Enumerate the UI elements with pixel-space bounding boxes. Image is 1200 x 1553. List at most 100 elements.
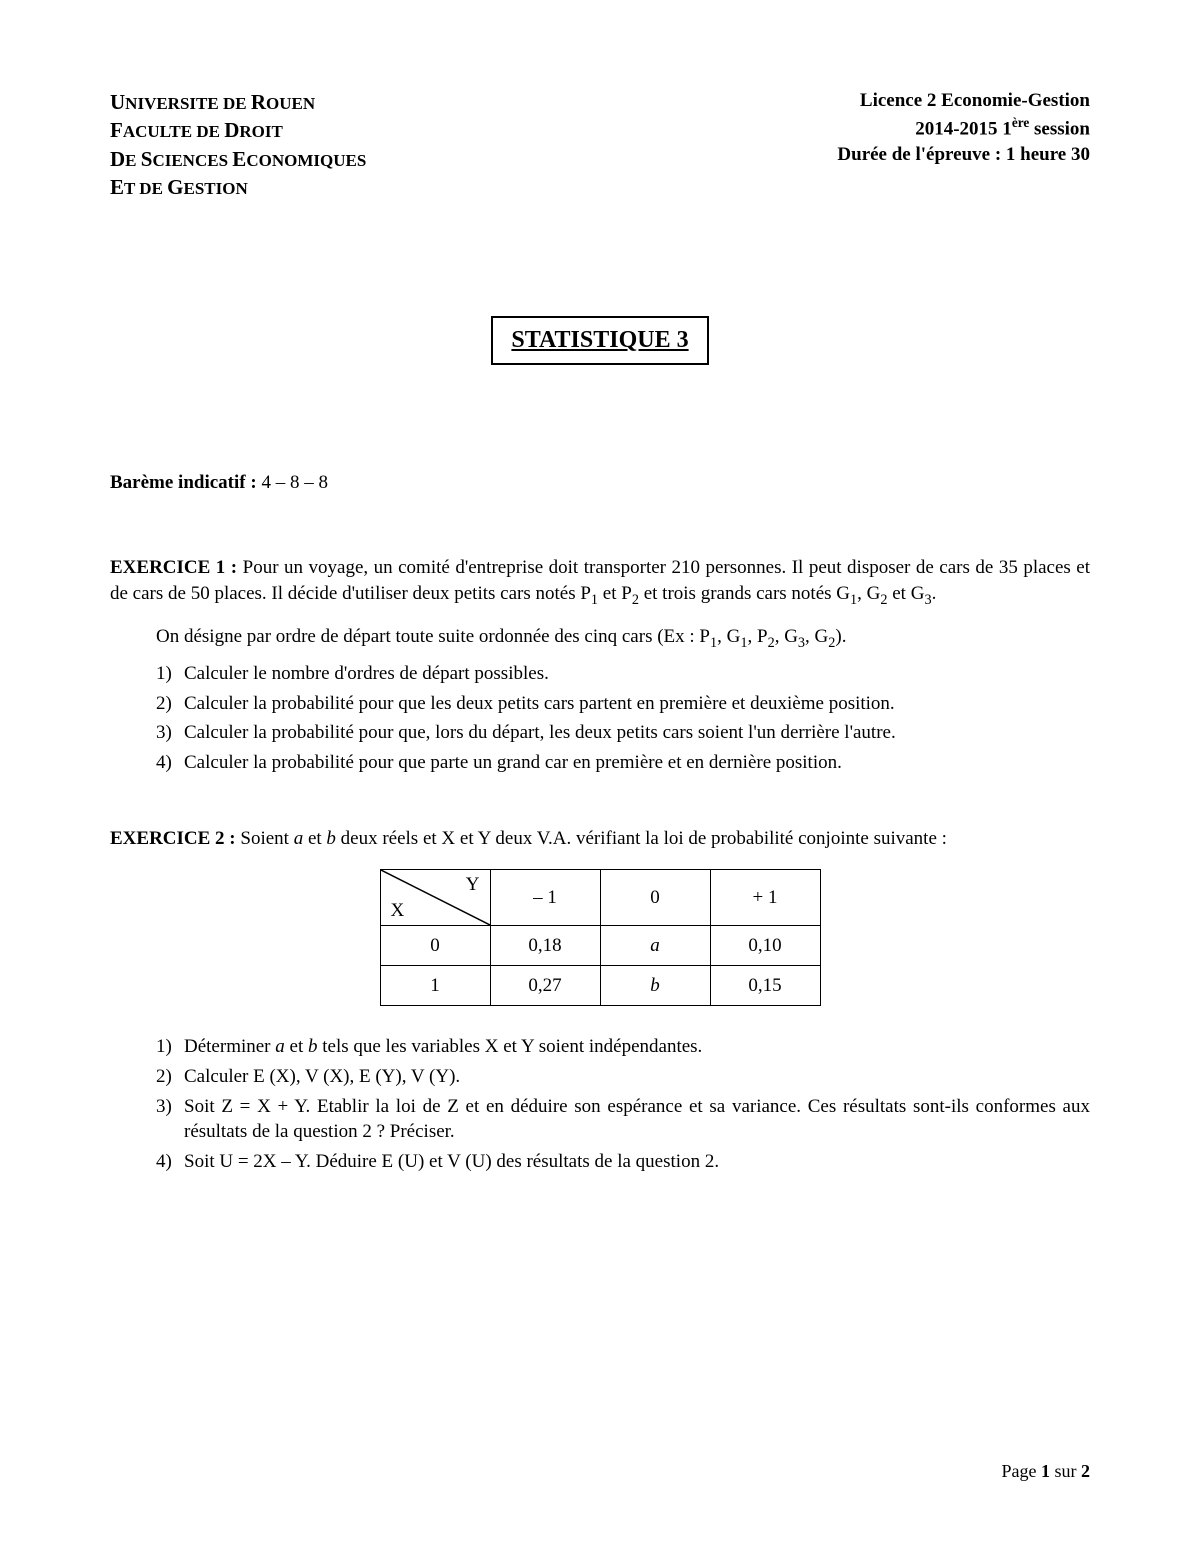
text: Déterminer bbox=[184, 1036, 275, 1057]
text: Calculer le nombre d'ordres de départ po… bbox=[184, 663, 549, 684]
qnum: 3) bbox=[156, 1094, 172, 1120]
text: D bbox=[224, 118, 239, 142]
text: On désigne par ordre de départ toute sui… bbox=[156, 626, 710, 647]
text: Soit U = 2X – Y. Déduire E (U) et V (U) … bbox=[184, 1151, 719, 1172]
text: ). bbox=[835, 626, 846, 647]
exercice-1-intro: EXERCICE 1 : Pour un voyage, un comité d… bbox=[110, 555, 1090, 610]
page-number: 1 bbox=[1041, 1461, 1050, 1481]
header-left: UNIVERSITE DE ROUEN FACULTE DE DROIT DE … bbox=[110, 88, 366, 201]
text: E bbox=[125, 151, 141, 170]
text: et trois grands cars notés G bbox=[639, 583, 850, 604]
text: Soit Z = X + Y. Etablir la loi de Z et e… bbox=[184, 1096, 1090, 1143]
text: , G bbox=[775, 626, 798, 647]
text: session bbox=[1029, 118, 1090, 139]
bareme-line: Barème indicatif : 4 – 8 – 8 bbox=[110, 470, 1090, 496]
table-cell: 0,15 bbox=[710, 966, 820, 1006]
qnum: 1) bbox=[156, 661, 172, 687]
page-header: UNIVERSITE DE ROUEN FACULTE DE DROIT DE … bbox=[110, 88, 1090, 201]
exercice-2: EXERCICE 2 : Soient a et b deux réels et… bbox=[110, 826, 1090, 1175]
page-footer: Page 1 sur 2 bbox=[1002, 1459, 1091, 1483]
list-item: 1) Calculer le nombre d'ordres de départ … bbox=[156, 661, 1090, 687]
text: CONOMIQUES bbox=[246, 151, 366, 170]
text: tels que les variables X et Y soient ind… bbox=[317, 1036, 702, 1057]
text: T DE bbox=[124, 179, 167, 198]
sub: 3 bbox=[798, 635, 805, 651]
joint-probability-table: Y X – 1 0 + 1 0 0,18 a 0,10 1 0,27 b 0,1… bbox=[380, 869, 821, 1006]
text: , G bbox=[805, 626, 828, 647]
qnum: 1) bbox=[156, 1034, 172, 1060]
exercice-1: EXERCICE 1 : Pour un voyage, un comité d… bbox=[110, 555, 1090, 775]
text: U bbox=[110, 90, 125, 114]
text: NIVERSITE DE bbox=[125, 94, 251, 113]
table-cell: a bbox=[600, 926, 710, 966]
text: Calculer la probabilité pour que, lors d… bbox=[184, 722, 896, 743]
list-item: 4) Soit U = 2X – Y. Déduire E (U) et V (U… bbox=[156, 1149, 1090, 1175]
col-header: + 1 bbox=[710, 870, 820, 926]
text: et P bbox=[598, 583, 632, 604]
header-left-line-4: ET DE GESTION bbox=[110, 173, 366, 201]
exercice-2-label: EXERCICE 2 : bbox=[110, 828, 240, 849]
joint-table-wrap: Y X – 1 0 + 1 0 0,18 a 0,10 1 0,27 b 0,1… bbox=[110, 869, 1090, 1006]
text: Calculer E (X), V (X), E (Y), V (Y). bbox=[184, 1066, 460, 1087]
list-item: 2)Calculer la probabilité pour que les d… bbox=[156, 691, 1090, 717]
sub: 3 bbox=[924, 592, 931, 608]
sub: 2 bbox=[880, 592, 887, 608]
text: D bbox=[110, 147, 125, 171]
text: ère bbox=[1012, 115, 1029, 130]
text: . bbox=[932, 583, 937, 604]
diag-cell: Y X bbox=[380, 870, 490, 926]
table-cell: b bbox=[600, 966, 710, 1006]
exercice-1-questions: 1) Calculer le nombre d'ordres de départ … bbox=[156, 661, 1090, 776]
list-item: 3) Soit Z = X + Y. Etablir la loi de Z et… bbox=[156, 1094, 1090, 1145]
header-right-line-1: Licence 2 Economie-Gestion bbox=[837, 88, 1090, 114]
text: F bbox=[110, 118, 123, 142]
table-cell: 0,27 bbox=[490, 966, 600, 1006]
col-header: 0 bbox=[600, 870, 710, 926]
text: et bbox=[285, 1036, 308, 1057]
row-header: 1 bbox=[380, 966, 490, 1006]
qnum: 2) bbox=[156, 1064, 172, 1090]
text: OUEN bbox=[266, 94, 315, 113]
text: et G bbox=[888, 583, 925, 604]
text: Soient bbox=[240, 828, 293, 849]
table-row: Y X – 1 0 + 1 bbox=[380, 870, 820, 926]
diag-x-label: X bbox=[391, 898, 405, 924]
text: deux réels et X et Y deux V.A. vérifiant… bbox=[336, 828, 947, 849]
exercice-1-designe: On désigne par ordre de départ toute sui… bbox=[156, 624, 1090, 653]
page-total: 2 bbox=[1081, 1461, 1090, 1481]
text: , G bbox=[857, 583, 880, 604]
col-header: – 1 bbox=[490, 870, 600, 926]
qnum: 4) bbox=[156, 750, 172, 776]
text: 2014-2015 1 bbox=[915, 118, 1012, 139]
header-right: Licence 2 Economie-Gestion 2014-2015 1èr… bbox=[837, 88, 1090, 167]
page-title: STATISTIQUE 3 bbox=[491, 316, 708, 364]
header-left-line-1: UNIVERSITE DE ROUEN bbox=[110, 88, 366, 116]
header-left-line-2: FACULTE DE DROIT bbox=[110, 116, 366, 144]
text: Calculer la probabilité pour que parte u… bbox=[184, 752, 842, 773]
table-row: 1 0,27 b 0,15 bbox=[380, 966, 820, 1006]
var-a: a bbox=[294, 828, 304, 849]
bareme-label: Barème indicatif : bbox=[110, 472, 261, 493]
diag-y-label: Y bbox=[466, 872, 480, 898]
exercice-2-intro: EXERCICE 2 : Soient a et b deux réels et… bbox=[110, 826, 1090, 852]
text: , P bbox=[747, 626, 767, 647]
sub: 2 bbox=[632, 592, 639, 608]
list-item: 3) Calculer la probabilité pour que, lors… bbox=[156, 720, 1090, 746]
text: sur bbox=[1050, 1461, 1081, 1481]
sub: 1 bbox=[591, 592, 598, 608]
table-cell: 0,18 bbox=[490, 926, 600, 966]
var-a: a bbox=[275, 1036, 285, 1057]
text: , G bbox=[717, 626, 740, 647]
header-right-line-2: 2014-2015 1ère session bbox=[837, 114, 1090, 142]
text: et bbox=[303, 828, 326, 849]
text: Calculer la probabilité pour que les deu… bbox=[184, 693, 895, 714]
header-left-line-3: DE SCIENCES ECONOMIQUES bbox=[110, 145, 366, 173]
text: ESTION bbox=[184, 179, 248, 198]
qnum: 4) bbox=[156, 1149, 172, 1175]
header-right-line-3: Durée de l'épreuve : 1 heure 30 bbox=[837, 142, 1090, 168]
list-item: 2) Calculer E (X), V (X), E (Y), V (Y). bbox=[156, 1064, 1090, 1090]
table-row: 0 0,18 a 0,10 bbox=[380, 926, 820, 966]
text: S bbox=[141, 147, 153, 171]
qnum: 3) bbox=[156, 720, 172, 746]
bareme-value: 4 – 8 – 8 bbox=[261, 472, 328, 493]
